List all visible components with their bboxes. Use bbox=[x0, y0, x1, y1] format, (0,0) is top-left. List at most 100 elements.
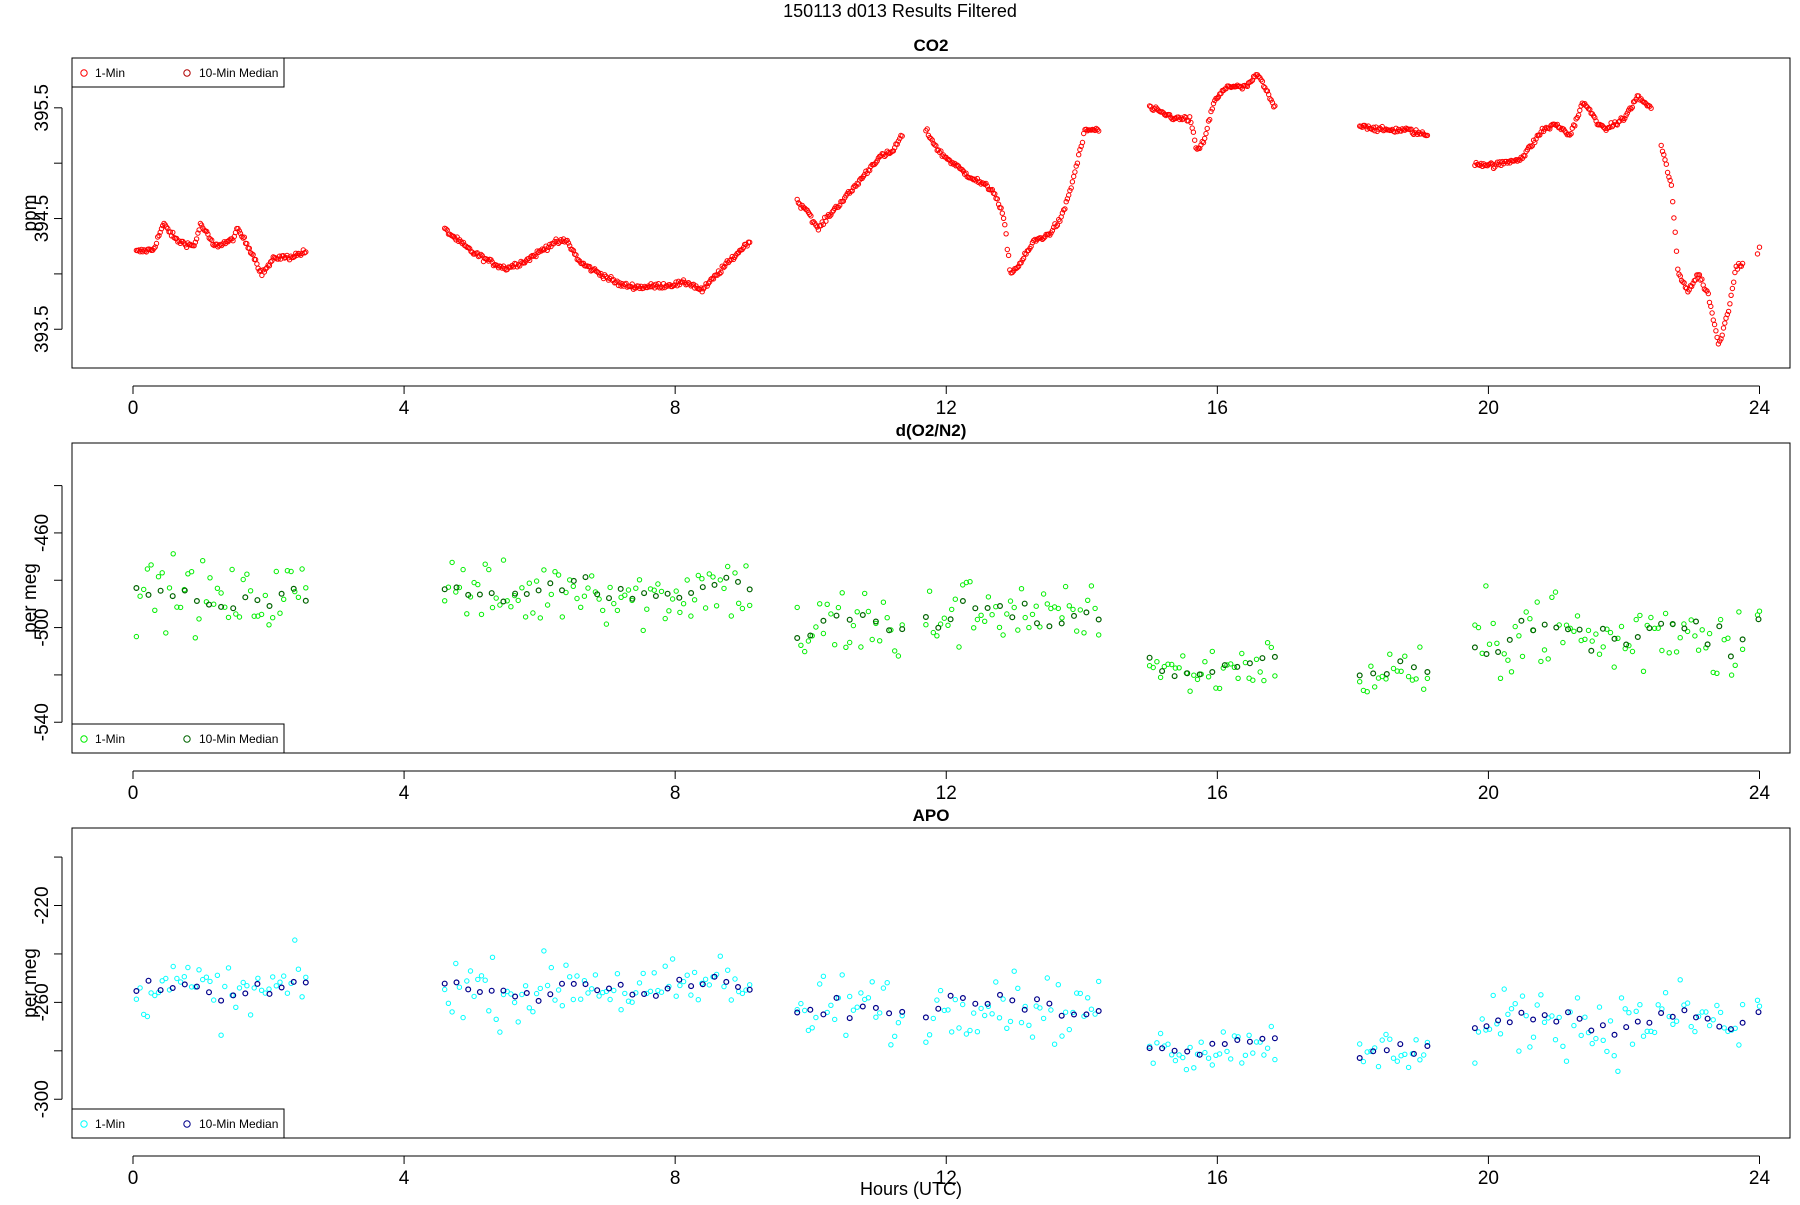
apo-1min-point bbox=[1519, 993, 1526, 999]
o2n2-1min-point bbox=[1611, 664, 1617, 670]
co2-1min-point bbox=[1614, 122, 1621, 128]
o2n2-median-point bbox=[1599, 625, 1606, 632]
co2-1min-point bbox=[1244, 83, 1251, 90]
apo-1min-point bbox=[299, 994, 305, 1000]
o2n2-median-point bbox=[1184, 670, 1191, 677]
co2-1min-point bbox=[1568, 131, 1574, 137]
o2n2-1min-point bbox=[1172, 665, 1179, 671]
o2n2-median-point bbox=[1058, 620, 1065, 627]
apo-median-point bbox=[794, 1009, 801, 1016]
o2n2-1min-point bbox=[1677, 635, 1683, 641]
co2-1min-point bbox=[1272, 103, 1278, 109]
o2n2-1min-point bbox=[706, 571, 712, 577]
apo-1min-point bbox=[688, 992, 694, 998]
o2n2-1min-point bbox=[989, 612, 995, 618]
o2n2-1min-point bbox=[794, 604, 800, 611]
apo-median-point bbox=[157, 987, 164, 994]
co2-1min-point bbox=[710, 276, 717, 282]
co2-1min-point bbox=[1208, 108, 1214, 115]
o2n2-1min-point bbox=[1673, 649, 1680, 655]
co2-1min-point bbox=[1699, 276, 1705, 282]
apo-1min-point bbox=[1655, 1002, 1661, 1008]
o2n2-1min-point bbox=[1213, 685, 1219, 691]
apo-1min-point bbox=[1375, 1063, 1382, 1070]
o2n2-1min-point bbox=[884, 615, 890, 621]
o2n2-1min-point bbox=[1228, 661, 1234, 667]
co2-1min-point bbox=[1073, 163, 1079, 169]
o2n2-1min-point bbox=[144, 566, 151, 572]
o2n2-1min-point bbox=[555, 572, 562, 578]
apo-1min-point bbox=[1026, 1022, 1032, 1029]
co2-1min-point bbox=[1188, 119, 1194, 126]
apo-1min-point bbox=[1077, 990, 1084, 997]
o2n2-1min-point bbox=[159, 570, 165, 576]
apo-1min-point bbox=[1000, 996, 1006, 1002]
co2-1min-point bbox=[1704, 288, 1710, 294]
o2n2-1min-point bbox=[1655, 625, 1661, 631]
co2-1min-point bbox=[928, 135, 934, 142]
apo-1min-point bbox=[1714, 1002, 1720, 1009]
o2n2-1min-point bbox=[858, 644, 864, 650]
apo-1min-point bbox=[522, 983, 529, 989]
o2n2-1min-point bbox=[522, 614, 529, 620]
o2n2-1min-point bbox=[1651, 625, 1658, 631]
o2n2-1min-point bbox=[1684, 628, 1691, 635]
o2n2-1min-point bbox=[303, 585, 309, 591]
o2n2-1min-point bbox=[581, 593, 588, 599]
apo-1min-point bbox=[236, 985, 243, 991]
co2-1min-point bbox=[1615, 119, 1622, 125]
apo-1min-point bbox=[1538, 992, 1544, 998]
co2-1min-point bbox=[1624, 110, 1631, 116]
co2-1min-point bbox=[894, 141, 900, 147]
co2-1min-point bbox=[1049, 227, 1056, 234]
apo-1min-point bbox=[1022, 1003, 1028, 1010]
co2-1min-point bbox=[980, 180, 987, 187]
o2n2-1min-point bbox=[985, 594, 992, 600]
o2n2-1min-point bbox=[1629, 648, 1636, 655]
apo-legend-1min-symbol bbox=[80, 1120, 88, 1128]
apo-1min-point bbox=[1710, 1017, 1716, 1023]
apo-median-point bbox=[1259, 1035, 1266, 1042]
apo-1min-point bbox=[706, 982, 712, 988]
figure-title: 150113 d013 Results Filtered bbox=[783, 1, 1017, 21]
co2-1min-point bbox=[672, 282, 678, 288]
o2n2-1min-point bbox=[258, 611, 265, 618]
apo-1min-point bbox=[1417, 1057, 1423, 1063]
apo-median-point bbox=[1704, 1015, 1711, 1022]
apo-1min-point bbox=[137, 985, 143, 991]
apo-1min-point bbox=[1563, 1058, 1570, 1064]
o2n2-1min-point bbox=[1714, 670, 1720, 676]
apo-median-point bbox=[266, 990, 273, 997]
co2-1min-point bbox=[180, 238, 186, 245]
apo-median-point bbox=[664, 985, 671, 992]
apo-1min-point bbox=[828, 1002, 834, 1008]
apo-median-point bbox=[1506, 1019, 1513, 1026]
o2n2-1min-point bbox=[578, 604, 584, 610]
apo-x-tick-label: 24 bbox=[1749, 1168, 1771, 1189]
apo-1min-point bbox=[460, 1014, 466, 1021]
o2n2-1min-point bbox=[941, 615, 947, 621]
apo-1min-point bbox=[1651, 1029, 1658, 1036]
co2-1min-point bbox=[1690, 280, 1696, 287]
co2-1min-point bbox=[823, 218, 829, 224]
o2n2-1min-point bbox=[478, 611, 485, 618]
o2n2-legend-median-symbol bbox=[183, 735, 191, 743]
apo-median-point bbox=[1009, 997, 1016, 1004]
co2-1min-point bbox=[565, 240, 572, 246]
o2n2-1min-point bbox=[174, 604, 180, 610]
co2-1min-point bbox=[1756, 244, 1763, 250]
co2-1min-point bbox=[259, 272, 265, 279]
co2-1min-point bbox=[1192, 137, 1198, 143]
co2-1min-point bbox=[1664, 169, 1671, 176]
apo-1min-point bbox=[802, 1007, 808, 1014]
co2-1min-point bbox=[1368, 125, 1374, 132]
co2-1min-point bbox=[717, 270, 723, 277]
o2n2-1min-point bbox=[1074, 628, 1080, 634]
o2n2-1min-point bbox=[1527, 616, 1533, 622]
o2n2-1min-point bbox=[611, 600, 617, 607]
o2n2-1min-point bbox=[1187, 688, 1193, 694]
o2n2-1min-point bbox=[640, 627, 646, 634]
o2n2-median-point bbox=[984, 604, 991, 611]
o2n2-1min-point bbox=[1088, 583, 1095, 589]
